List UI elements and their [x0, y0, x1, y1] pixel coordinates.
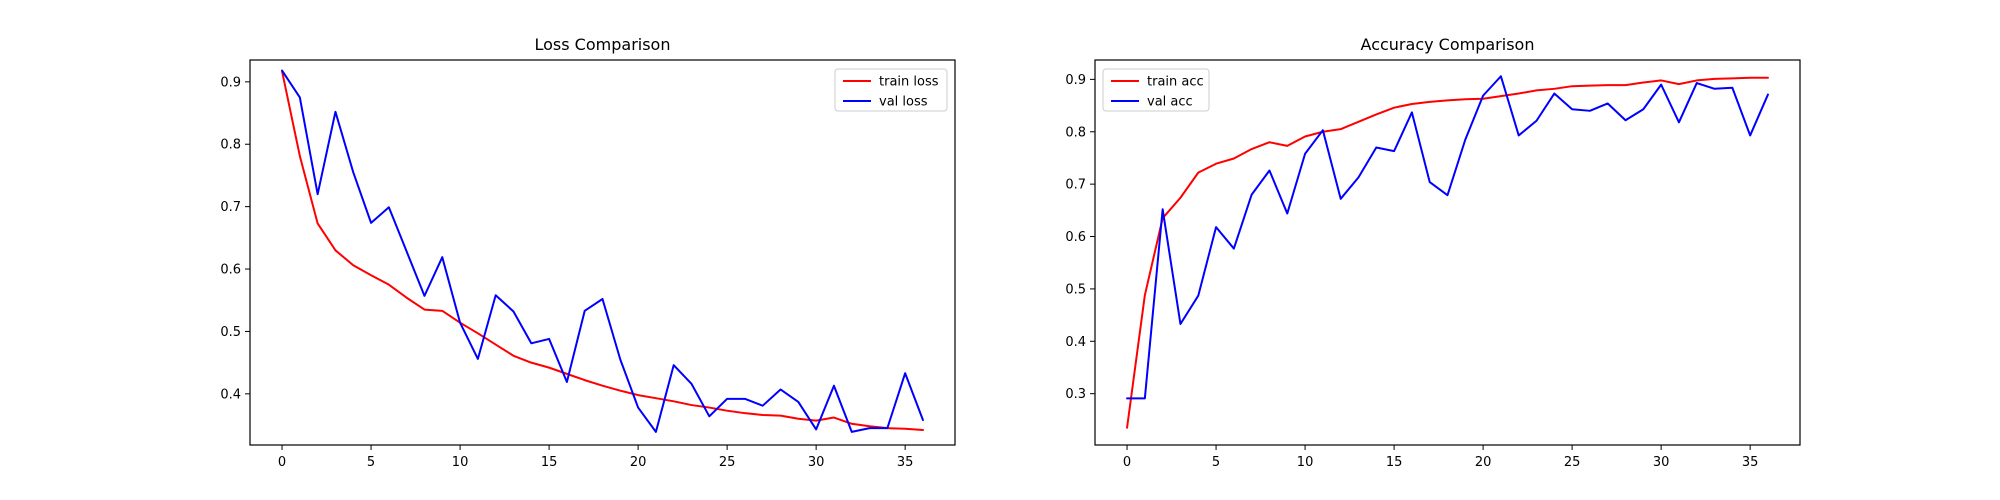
x-tick-label: 35	[897, 455, 914, 470]
y-tick-label: 0.7	[220, 200, 241, 215]
axes-frame	[249, 59, 956, 446]
y-tick-label: 0.4	[220, 387, 241, 402]
chart-title: Loss Comparison	[535, 35, 671, 54]
y-tick-label: 0.6	[220, 263, 241, 278]
series-line-train-loss	[281, 70, 924, 432]
chart-2: Accuracy Comparison 0 5 10 15 20 25 30 35 0.3 0.4 0…	[1065, 35, 1801, 470]
series-line-train-acc	[1126, 76, 1769, 429]
x-tick-label: 0	[1123, 455, 1131, 470]
y-tick-label: 0.7	[1065, 178, 1086, 193]
legend-label-val-loss: val loss	[879, 95, 928, 110]
chart-1: Loss Comparison 0 5 10 15 20 25 30 35 0.4 0.5 0.6 0.…	[220, 35, 956, 470]
x-tick-label: 30	[808, 455, 825, 470]
y-tick-label: 0.9	[1065, 73, 1086, 88]
x-tick-label: 25	[1564, 455, 1581, 470]
axes-frame	[1094, 59, 1801, 446]
y-tick-label: 0.4	[1065, 335, 1086, 350]
y-tick-label: 0.6	[1065, 230, 1086, 245]
legend: train acc val acc	[1102, 68, 1210, 112]
legend-label-train-acc: train acc	[1147, 75, 1204, 90]
x-tick-label: 10	[452, 455, 469, 470]
chart-title: Accuracy Comparison	[1361, 35, 1535, 54]
x-tick-label: 10	[1297, 455, 1314, 470]
y-tick-label: 0.9	[220, 75, 241, 90]
y-tick-label: 0.5	[1065, 282, 1086, 297]
x-tick-label: 20	[630, 455, 647, 470]
x-tick-label: 25	[719, 455, 736, 470]
legend-label-train-loss: train loss	[879, 75, 939, 90]
series-line-val-loss	[281, 69, 924, 433]
x-tick-label: 30	[1653, 455, 1670, 470]
x-tick-label: 5	[367, 455, 375, 470]
y-tick-label: 0.3	[1065, 387, 1086, 402]
y-tick-label: 0.8	[220, 138, 241, 153]
legend: train loss val loss	[834, 68, 948, 112]
x-tick-label: 15	[541, 455, 558, 470]
x-tick-label: 5	[1212, 455, 1220, 470]
x-tick-label: 0	[278, 455, 286, 470]
series-line-val-acc	[1126, 75, 1769, 400]
legend-label-val-acc: val acc	[1147, 95, 1193, 110]
x-tick-label: 20	[1475, 455, 1492, 470]
x-tick-label: 35	[1742, 455, 1759, 470]
x-tick-label: 15	[1386, 455, 1403, 470]
y-tick-label: 0.8	[1065, 125, 1086, 140]
y-tick-label: 0.5	[220, 325, 241, 340]
